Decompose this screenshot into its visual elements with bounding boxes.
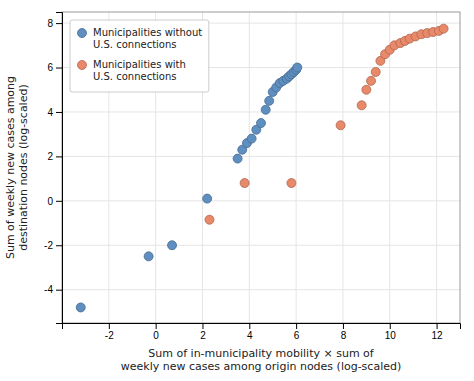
y-axis-line: [56, 13, 63, 324]
y-tick-label: 2: [47, 151, 53, 162]
point: [203, 194, 212, 203]
x-grid-line: [296, 12, 297, 323]
x-tick-label: 12: [432, 330, 444, 341]
point: [336, 121, 345, 130]
y-tick-mark: [56, 201, 62, 202]
x-axis-line: [63, 324, 461, 330]
y-tick: -4: [44, 284, 62, 295]
x-tick-mark: [156, 323, 157, 329]
x-grid-line: [249, 12, 250, 323]
x-tick: 0: [153, 323, 159, 341]
y-tick-mark: [56, 245, 62, 246]
x-tick-mark: [109, 323, 110, 329]
point: [287, 179, 296, 188]
y-axis: -4 -2 0 2 4 6 8: [44, 13, 62, 324]
legend-label: Municipalities withoutU.S. connections: [93, 27, 202, 50]
plot-frame: [62, 12, 460, 323]
y-tick-mark: [56, 68, 62, 69]
y-tick-label: -2: [44, 240, 53, 251]
point: [265, 96, 274, 105]
y-tick: 2: [47, 151, 62, 162]
x-tick-mark: [343, 323, 344, 329]
point: [240, 179, 249, 188]
y-tick-label: 8: [47, 18, 53, 29]
legend-entry: Municipalities withU.S. connections: [78, 59, 186, 82]
point: [371, 67, 380, 76]
y-tick-label: 4: [47, 107, 53, 118]
x-tick: 12: [432, 323, 444, 341]
chart: -2 0 2 4 6 8 10 12 -4 -2 0 2 4 6 8 Sum of in-municipali…: [0, 0, 474, 381]
grid: [62, 12, 460, 323]
y-tick: 8: [47, 18, 62, 29]
y-tick: 4: [47, 107, 62, 118]
x-tick-mark: [249, 323, 250, 329]
y-tick-label: 0: [47, 196, 53, 207]
y-axis-title: Sum of weekly new cases amongdestination…: [4, 76, 30, 259]
point: [144, 252, 153, 261]
points: [76, 24, 448, 312]
y-tick: -2: [44, 240, 62, 251]
x-tick: 10: [385, 323, 397, 341]
x-tick-mark: [437, 323, 438, 329]
y-tick-mark: [56, 290, 62, 291]
x-tick-label: 0: [153, 330, 159, 341]
x-tick: -2: [105, 323, 114, 341]
point: [233, 154, 242, 163]
point: [205, 215, 214, 224]
legend: Municipalities withoutU.S. connections Mu…: [70, 20, 209, 92]
x-tick-label: -2: [105, 330, 114, 341]
point: [168, 241, 177, 250]
point: [261, 105, 270, 114]
point: [362, 85, 371, 94]
x-tick-label: 8: [341, 330, 347, 341]
point: [293, 63, 302, 72]
x-tick: 6: [294, 323, 300, 341]
y-tick-mark: [56, 156, 62, 157]
legend-label: Municipalities withU.S. connections: [93, 59, 186, 82]
x-grid-line: [389, 12, 390, 323]
x-tick-label: 6: [294, 330, 300, 341]
x-grid-line: [436, 12, 437, 323]
plot: -2 0 2 4 6 8 10 12 -4 -2 0 2 4 6 8 Sum of in-municipali…: [44, 12, 460, 373]
legend-entry: Municipalities withoutU.S. connections: [78, 27, 203, 50]
y-grid-line: [62, 289, 460, 290]
legend-swatch: [78, 61, 87, 70]
x-axis: -2 0 2 4 6 8 10 12: [63, 323, 461, 341]
y-tick: 0: [47, 196, 62, 207]
point: [367, 76, 376, 85]
x-grid-line: [342, 12, 343, 323]
y-grid-line: [62, 245, 460, 246]
point: [439, 24, 448, 33]
x-tick: 2: [200, 323, 206, 341]
y-grid-line: [62, 111, 460, 112]
y-grid-line: [62, 200, 460, 201]
y-tick: 6: [47, 62, 62, 73]
y-tick-mark: [56, 23, 62, 24]
point: [247, 134, 256, 143]
point: [76, 303, 85, 312]
x-tick-label: 2: [200, 330, 206, 341]
x-tick-mark: [390, 323, 391, 329]
y-tick-mark: [56, 112, 62, 113]
legend-box: [70, 20, 209, 92]
x-tick-mark: [202, 323, 203, 329]
x-axis-title: Sum of in-municipality mobility × sum of…: [121, 347, 402, 373]
x-tick-mark: [296, 323, 297, 329]
x-tick: 4: [247, 323, 253, 341]
point: [357, 101, 366, 110]
y-tick-label: 6: [47, 62, 53, 73]
legend-swatch: [78, 29, 87, 38]
series: [205, 24, 448, 224]
x-tick-label: 10: [385, 330, 397, 341]
y-tick-label: -4: [44, 284, 53, 295]
point: [257, 119, 266, 128]
x-tick: 8: [341, 323, 347, 341]
y-grid-line: [62, 156, 460, 157]
series: [76, 63, 302, 312]
x-tick-label: 4: [247, 330, 253, 341]
